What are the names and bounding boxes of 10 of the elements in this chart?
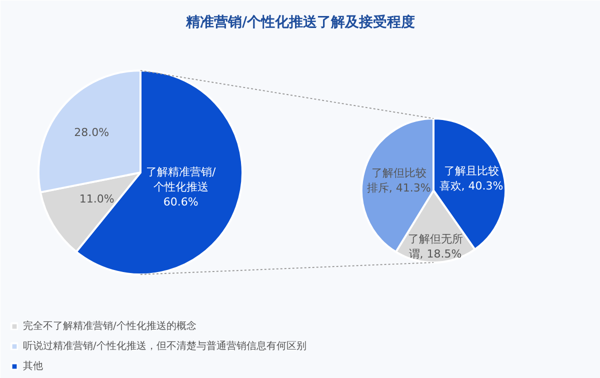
data-label: 了解但比较排斥, 41.3% xyxy=(366,166,431,195)
data-label: 11.0% xyxy=(79,192,114,206)
legend-label: 听说过精准营销/个性化推送，但不清楚与普通营销信息有何区别 xyxy=(23,340,306,353)
data-label: 了解且比较喜欢, 40.3% xyxy=(439,164,504,193)
chart-title: 精准营销/个性化推送了解及接受程度 xyxy=(184,14,416,30)
legend-label: 完全不了解精准营销/个性化推送的概念 xyxy=(23,320,196,333)
data-label: 了解精准营销/ 个性化推送 60.6% xyxy=(146,165,216,208)
data-label: 28.0% xyxy=(74,126,110,139)
data-label: 了解但无所谓, 18.5% xyxy=(408,232,463,261)
legend-label: 其他 xyxy=(23,360,43,373)
